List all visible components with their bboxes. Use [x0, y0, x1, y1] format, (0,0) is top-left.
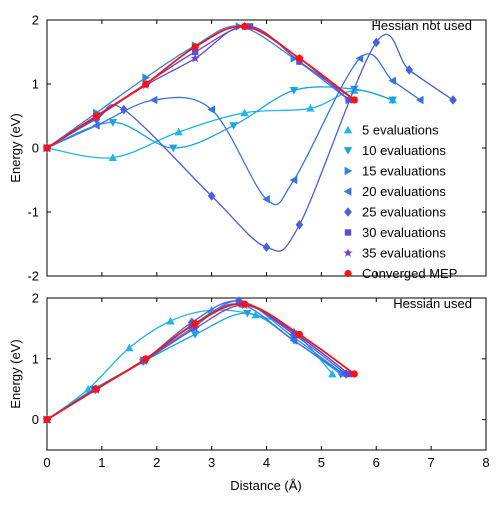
x-tick-label: 3 — [208, 455, 215, 470]
series-point-5 — [295, 220, 304, 230]
legend-label-3: 15 evaluations — [362, 164, 446, 179]
series-point-1 — [174, 127, 183, 136]
series-point-8 — [43, 416, 51, 424]
y-tick-label: -2 — [27, 269, 39, 284]
x-tick-label: 0 — [43, 455, 50, 470]
y-tick-label: -1 — [27, 205, 39, 220]
series-line-5 — [46, 33, 454, 252]
top-panel: Hessian not used Energy (eV) -2 -1 0 1 2 5 e… — [8, 13, 487, 284]
bottom-panel-title: Hessian used — [393, 296, 472, 311]
series-point-2 — [289, 87, 299, 95]
x-tick-label: 4 — [263, 455, 270, 470]
series-point-8 — [92, 385, 100, 393]
series-point-1 — [306, 104, 315, 112]
legend-marker-4 — [343, 187, 352, 196]
series-point-6 — [191, 48, 199, 56]
series-point-4 — [149, 95, 158, 105]
y-tick-label: 0 — [32, 141, 39, 156]
series-point-3 — [142, 73, 150, 82]
series-point-8 — [295, 330, 304, 339]
series-point-8 — [350, 370, 358, 378]
series-point-5 — [262, 242, 271, 252]
legend-label-8: Converged MEP — [362, 266, 457, 281]
x-tick-label: 8 — [482, 455, 489, 470]
top-panel-ticks: -2 -1 0 1 2 — [27, 13, 487, 284]
legend-marker-3 — [344, 166, 353, 176]
series-point-8 — [142, 355, 150, 363]
series-point-1 — [240, 108, 249, 117]
y-tick-label: 2 — [32, 291, 39, 306]
series-point-1 — [108, 153, 118, 161]
series-point-2 — [243, 309, 252, 318]
x-tick-label: 2 — [153, 455, 160, 470]
series-line-8 — [46, 303, 355, 421]
series-line-5 — [46, 300, 347, 421]
series-point-7 — [344, 369, 354, 378]
series-point-8 — [43, 144, 51, 152]
series-point-8 — [191, 43, 199, 51]
series-point-8 — [350, 96, 358, 104]
legend-marker-2 — [343, 147, 353, 155]
series-point-7 — [344, 95, 354, 104]
bottom-panel: Hessian used Energy (eV) Distance (Å) 0 1… — [8, 291, 490, 494]
y-tick-label: 1 — [32, 351, 39, 366]
series-point-5 — [207, 191, 216, 201]
x-tick-label: 6 — [373, 455, 380, 470]
series-point-4 — [415, 95, 424, 105]
bottom-panel-ylabel: Energy (eV) — [8, 339, 23, 408]
series-line-3 — [46, 300, 344, 421]
series-point-4 — [355, 54, 364, 63]
series-point-2 — [169, 144, 178, 153]
series-point-1 — [125, 343, 134, 352]
x-tick-label: 1 — [98, 455, 105, 470]
legend-label-2: 10 evaluations — [362, 143, 446, 158]
series-point-4 — [92, 121, 100, 130]
series-point-5 — [449, 95, 457, 105]
series-point-4 — [262, 195, 270, 204]
series-point-8 — [142, 80, 150, 88]
series-point-2 — [229, 122, 238, 130]
series-point-4 — [207, 105, 215, 114]
legend-label-5: 25 evaluations — [362, 205, 446, 220]
top-panel-title: Hessian not used — [372, 18, 472, 33]
series-point-8 — [240, 300, 249, 308]
legend-marker-7 — [343, 248, 353, 257]
series-point-8 — [92, 112, 100, 120]
series-point-8 — [295, 54, 304, 63]
series-point-7 — [190, 323, 200, 333]
legend-label-6: 30 evaluations — [362, 225, 446, 240]
top-panel-series — [42, 21, 457, 252]
legend-label-1: 5 evaluations — [362, 123, 439, 138]
series-point-4 — [388, 76, 397, 85]
series-point-1 — [166, 316, 175, 325]
series-point-8 — [240, 22, 249, 30]
legend-marker-8 — [344, 269, 352, 278]
legend-marker-6 — [344, 229, 352, 236]
y-tick-label: 1 — [32, 77, 39, 92]
y-tick-label: 0 — [32, 412, 39, 427]
legend-label-4: 20 evaluations — [362, 184, 446, 199]
series-point-8 — [191, 319, 199, 328]
legend-marker-1 — [343, 125, 353, 134]
y-tick-label: 2 — [32, 13, 39, 28]
top-panel-ylabel: Energy (eV) — [8, 113, 23, 182]
bottom-panel-xlabel: Distance (Å) — [230, 478, 302, 493]
series-point-5 — [120, 104, 128, 115]
legend-marker-5 — [344, 207, 352, 217]
series-point-5 — [372, 37, 381, 48]
x-tick-label: 7 — [428, 455, 435, 470]
series-point-2 — [190, 331, 200, 339]
top-panel-legend: 5 evaluations 10 evaluations 15 evaluation… — [343, 123, 457, 281]
bottom-panel-series — [42, 296, 358, 425]
series-point-4 — [289, 175, 298, 185]
series-point-1 — [328, 369, 337, 378]
series-point-4 — [289, 336, 298, 345]
series-point-7 — [190, 53, 200, 63]
series-point-2 — [108, 119, 118, 127]
series-point-5 — [405, 65, 413, 75]
x-tick-label: 5 — [318, 455, 325, 470]
series-point-2 — [388, 96, 397, 105]
legend-label-7: 35 evaluations — [362, 246, 446, 261]
